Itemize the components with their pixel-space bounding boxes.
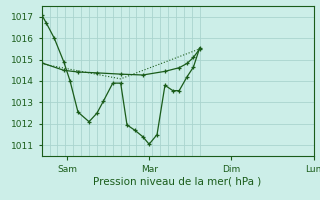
X-axis label: Pression niveau de la mer( hPa ): Pression niveau de la mer( hPa ) <box>93 177 262 187</box>
